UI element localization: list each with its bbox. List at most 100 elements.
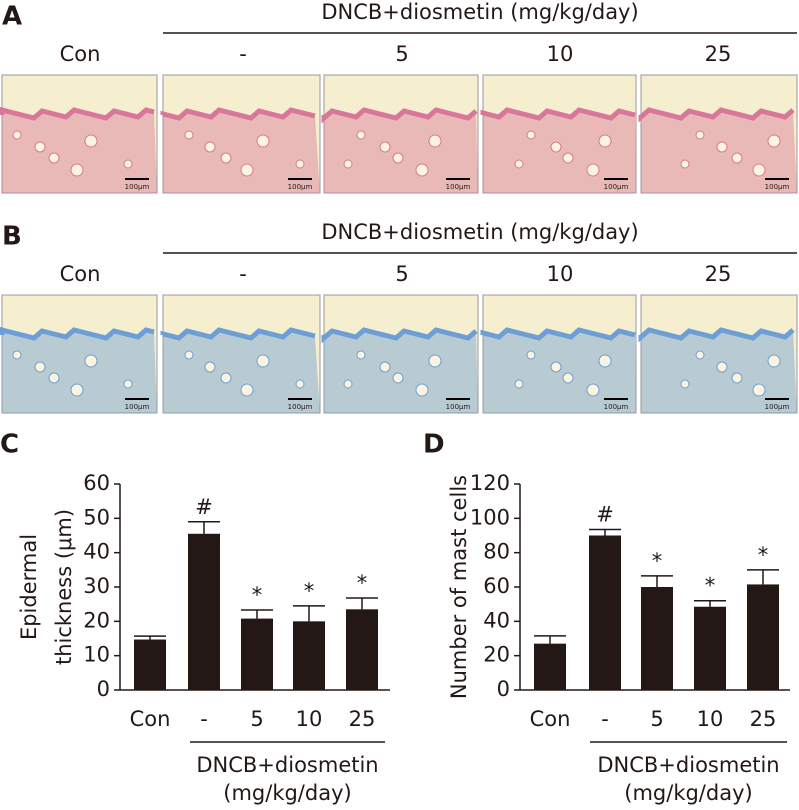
follicle [415, 163, 429, 177]
follicle [34, 361, 46, 373]
follicle [123, 159, 133, 169]
follicle [598, 134, 612, 148]
follicle [752, 163, 766, 177]
histology-image: 100μm [160, 74, 321, 194]
follicle [34, 141, 46, 153]
significance-mark: * [705, 574, 716, 598]
epidermis [160, 327, 316, 341]
follicle [240, 163, 254, 177]
x-tick-label: Con [130, 707, 171, 731]
y-tick-label: 80 [483, 540, 510, 564]
follicle [12, 350, 22, 360]
epidermis [480, 327, 636, 341]
y-axis-label: Number of mast cells [447, 475, 471, 699]
scale-bar-label: 100μm [288, 183, 313, 191]
column-label: 5 [395, 262, 408, 286]
follicle [256, 354, 270, 368]
histology-image: 100μm [638, 74, 798, 194]
follicle [295, 159, 305, 169]
scale-bar-label: 100μm [446, 403, 471, 411]
epidermis [321, 107, 478, 124]
group-label: (mg/kg/day) [223, 781, 351, 805]
follicle [680, 159, 690, 169]
scale-bar-label: 100μm [765, 183, 790, 191]
tissue [2, 110, 157, 193]
follicle [428, 134, 442, 148]
x-tick-label: - [200, 707, 208, 731]
follicle [586, 163, 600, 177]
epidermis [638, 107, 795, 123]
follicle [184, 350, 194, 360]
epidermis [480, 107, 636, 121]
follicle [343, 159, 353, 169]
epidermis [0, 106, 155, 121]
y-tick-label: 40 [483, 608, 510, 632]
column-label: 10 [547, 262, 574, 286]
image-background [640, 74, 798, 194]
bar [293, 621, 325, 690]
follicle [240, 383, 254, 397]
significance-mark: * [652, 549, 663, 573]
histology-image: 100μm [160, 294, 321, 414]
follicle [526, 130, 536, 140]
scale-bar-label: 100μm [604, 403, 629, 411]
histology-image: 100μm [321, 74, 479, 194]
panel-label: C [0, 430, 19, 460]
significance-mark: # [596, 502, 614, 526]
image-background [482, 294, 637, 414]
image-background [482, 74, 637, 194]
scale-bar-label: 100μm [125, 403, 150, 411]
scale-bar-label: 100μm [288, 403, 313, 411]
follicle [392, 152, 404, 164]
significance-mark: * [252, 583, 263, 607]
image-background [1, 74, 158, 194]
y-tick-label: 120 [470, 471, 510, 495]
histology-image: 100μm [480, 74, 637, 194]
panel-label: A [2, 2, 22, 32]
follicle [48, 372, 60, 384]
group-title: DNCB+diosmetin (mg/kg/day) [321, 220, 638, 244]
follicle [562, 152, 574, 164]
follicle [716, 141, 728, 153]
follicle [514, 159, 524, 169]
column-label: 25 [705, 42, 732, 66]
follicle [123, 379, 133, 389]
x-tick-label: Con [530, 707, 571, 731]
bar [694, 606, 726, 690]
follicle [428, 354, 442, 368]
follicle [220, 372, 232, 384]
group-title: DNCB+diosmetin (mg/kg/day) [321, 0, 638, 24]
follicle [767, 354, 781, 368]
panel-label: D [423, 430, 445, 460]
follicle [379, 141, 391, 153]
follicle [752, 383, 766, 397]
y-tick-label: 60 [83, 471, 110, 495]
group-label: (mg/kg/day) [624, 781, 752, 805]
y-tick-label: 40 [83, 540, 110, 564]
y-axis-label: thickness (μm) [52, 509, 76, 665]
column-label: 5 [395, 42, 408, 66]
epidermis [321, 327, 478, 344]
follicle [356, 130, 366, 140]
follicle [84, 354, 98, 368]
x-tick-label: 25 [750, 707, 777, 731]
y-tick-label: 100 [470, 505, 510, 529]
follicle [295, 379, 305, 389]
follicle [680, 379, 690, 389]
follicle [343, 379, 353, 389]
follicle [256, 134, 270, 148]
follicle [562, 372, 574, 384]
y-tick-label: 20 [483, 643, 510, 667]
follicle [356, 350, 366, 360]
histology-image: 100μm [638, 294, 798, 414]
histology-image: 100μm [321, 294, 479, 414]
tissue [483, 110, 636, 193]
bar [346, 609, 378, 690]
bar [641, 587, 673, 690]
bar [241, 618, 273, 690]
significance-mark: * [304, 579, 315, 603]
bar [188, 533, 220, 690]
tissue [163, 330, 320, 413]
tissue [324, 330, 478, 413]
follicle [716, 361, 728, 373]
